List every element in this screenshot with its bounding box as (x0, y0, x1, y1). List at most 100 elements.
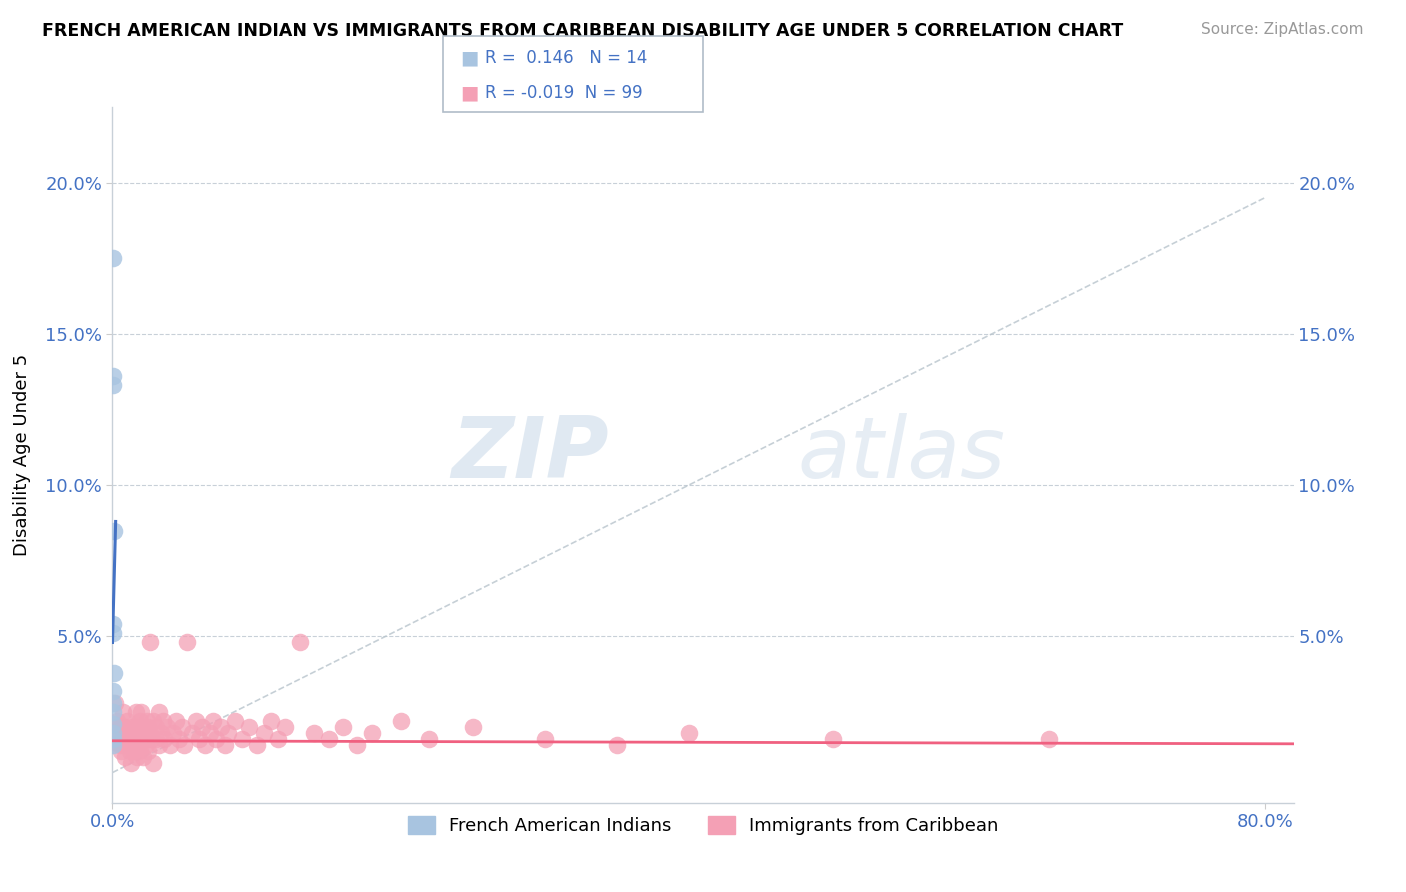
Point (121, 739, 143, 753)
Point (103, 717, 125, 731)
Point (173, 739, 195, 753)
Point (125, 720, 148, 734)
Point (418, 732, 440, 747)
Point (103, 696, 125, 710)
Point (288, 635, 311, 649)
Point (194, 739, 217, 753)
Legend: French American Indians, Immigrants from Caribbean: French American Indians, Immigrants from… (401, 809, 1005, 842)
Point (141, 732, 163, 747)
Point (346, 739, 368, 753)
Point (105, 726, 128, 740)
Point (103, 617, 125, 632)
Point (120, 732, 142, 747)
Point (142, 756, 165, 771)
Point (214, 739, 236, 753)
Point (128, 714, 150, 728)
Point (125, 750, 148, 764)
Point (103, 726, 125, 740)
Point (129, 732, 152, 747)
Point (115, 732, 138, 747)
Point (112, 739, 135, 753)
Point (111, 732, 134, 747)
Point (184, 714, 207, 728)
Point (148, 705, 170, 719)
Point (103, 252, 125, 266)
Point (332, 720, 354, 734)
Point (114, 750, 136, 764)
Point (115, 714, 138, 728)
Point (678, 726, 700, 740)
Text: Source: ZipAtlas.com: Source: ZipAtlas.com (1201, 22, 1364, 37)
Point (187, 732, 209, 747)
Point (103, 626, 125, 640)
Text: FRENCH AMERICAN INDIAN VS IMMIGRANTS FROM CARIBBEAN DISABILITY AGE UNDER 5 CORRE: FRENCH AMERICAN INDIAN VS IMMIGRANTS FRO… (42, 22, 1123, 40)
Point (103, 705, 125, 719)
Point (302, 726, 325, 740)
Point (139, 726, 162, 740)
Point (103, 720, 125, 734)
Point (245, 739, 267, 753)
Point (533, 732, 555, 747)
Point (152, 714, 174, 728)
Point (136, 714, 159, 728)
Point (128, 744, 150, 758)
Point (120, 756, 142, 771)
Point (122, 744, 145, 758)
Point (191, 720, 214, 734)
Point (389, 714, 412, 728)
Point (103, 665, 125, 680)
Y-axis label: Disability Age Under 5: Disability Age Under 5 (13, 354, 31, 556)
Point (205, 732, 228, 747)
Point (114, 726, 136, 740)
Point (180, 726, 202, 740)
Point (162, 726, 184, 740)
Point (318, 732, 340, 747)
Text: ZIP: ZIP (451, 413, 609, 497)
Point (105, 714, 128, 728)
Point (127, 739, 149, 753)
Point (231, 732, 253, 747)
Point (253, 726, 276, 740)
Point (111, 705, 134, 719)
Point (167, 732, 190, 747)
Point (108, 739, 131, 753)
Point (153, 732, 176, 747)
Point (821, 732, 844, 747)
Point (260, 714, 283, 728)
Point (129, 705, 152, 719)
Point (103, 369, 125, 384)
Point (142, 714, 165, 728)
Point (170, 720, 193, 734)
Point (138, 720, 160, 734)
Point (224, 714, 246, 728)
Text: R = -0.019  N = 99: R = -0.019 N = 99 (485, 84, 643, 102)
Point (110, 726, 132, 740)
Point (124, 732, 146, 747)
Point (118, 744, 141, 758)
Point (360, 726, 382, 740)
Point (202, 714, 225, 728)
Text: atlas: atlas (797, 413, 1005, 497)
Point (117, 739, 139, 753)
Point (176, 635, 198, 649)
Point (132, 750, 155, 764)
Point (217, 726, 239, 740)
Point (159, 739, 181, 753)
Text: ■: ■ (460, 83, 478, 102)
Point (107, 732, 129, 747)
Point (150, 726, 173, 740)
Point (117, 720, 139, 734)
Point (138, 744, 160, 758)
Point (121, 720, 143, 734)
Point (274, 720, 297, 734)
Text: R =  0.146   N = 14: R = 0.146 N = 14 (485, 49, 647, 68)
Point (267, 732, 290, 747)
Point (110, 744, 132, 758)
Point (148, 739, 170, 753)
Point (145, 720, 167, 734)
Point (127, 726, 149, 740)
Point (156, 720, 179, 734)
Point (108, 720, 131, 734)
Point (118, 726, 141, 740)
Point (606, 739, 628, 753)
